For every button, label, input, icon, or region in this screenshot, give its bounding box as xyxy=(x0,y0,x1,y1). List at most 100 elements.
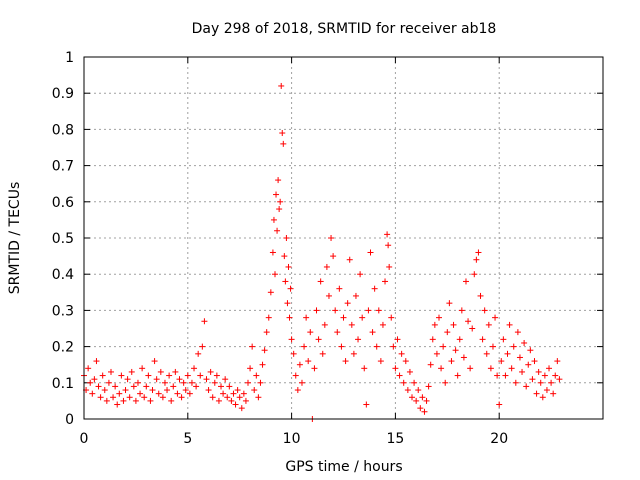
data-point xyxy=(197,372,204,379)
data-point xyxy=(249,343,256,350)
data-point xyxy=(193,383,200,390)
data-point xyxy=(155,390,162,397)
data-point xyxy=(531,358,538,365)
data-point xyxy=(406,368,413,375)
data-point xyxy=(265,314,272,321)
data-point xyxy=(292,372,299,379)
data-point xyxy=(523,383,530,390)
data-point xyxy=(284,300,291,307)
data-point xyxy=(504,350,511,357)
data-point xyxy=(147,397,154,404)
data-point xyxy=(271,271,278,278)
data-point xyxy=(506,321,513,328)
data-point xyxy=(130,383,137,390)
data-point xyxy=(409,394,416,401)
data-point xyxy=(384,231,391,238)
data-point xyxy=(423,397,430,404)
data-point xyxy=(134,379,141,386)
data-point xyxy=(344,300,351,307)
data-point xyxy=(369,329,376,336)
data-point xyxy=(442,379,449,386)
data-point xyxy=(396,372,403,379)
data-point xyxy=(281,253,288,260)
data-point xyxy=(269,249,276,256)
y-tick-label: 0.8 xyxy=(52,122,74,138)
data-point xyxy=(336,285,343,292)
data-point xyxy=(207,368,214,375)
data-point xyxy=(191,365,198,372)
data-point xyxy=(450,321,457,328)
data-point xyxy=(411,379,418,386)
data-point xyxy=(228,397,235,404)
data-point xyxy=(114,401,121,408)
data-point xyxy=(242,397,249,404)
data-point xyxy=(275,177,282,184)
data-point xyxy=(220,390,227,397)
tick-layer xyxy=(83,56,603,420)
data-point xyxy=(321,321,328,328)
data-point xyxy=(352,292,359,299)
data-point xyxy=(311,365,318,372)
data-point xyxy=(287,285,294,292)
data-point xyxy=(182,387,189,394)
data-point xyxy=(386,263,393,270)
data-point xyxy=(398,350,405,357)
data-point xyxy=(346,256,353,263)
data-point xyxy=(458,307,465,314)
data-point xyxy=(124,376,131,383)
data-point xyxy=(137,390,144,397)
data-point xyxy=(402,358,409,365)
data-point xyxy=(529,376,536,383)
data-point xyxy=(273,191,280,198)
data-point xyxy=(325,292,332,299)
data-point xyxy=(502,372,509,379)
data-point xyxy=(97,394,104,401)
data-point xyxy=(475,249,482,256)
data-point xyxy=(203,376,210,383)
data-point xyxy=(546,365,553,372)
data-point xyxy=(516,354,523,361)
data-point xyxy=(240,390,247,397)
data-point xyxy=(296,361,303,368)
x-tick-label: 20 xyxy=(490,431,508,447)
data-point xyxy=(290,350,297,357)
data-point xyxy=(294,387,301,394)
data-point xyxy=(485,321,492,328)
data-point xyxy=(103,397,110,404)
data-point xyxy=(417,405,424,412)
data-point xyxy=(224,394,231,401)
data-point xyxy=(498,358,505,365)
data-point xyxy=(379,321,386,328)
data-point xyxy=(317,278,324,285)
data-point xyxy=(274,227,281,234)
data-point xyxy=(151,358,158,365)
data-point xyxy=(168,397,175,404)
data-point xyxy=(394,336,401,343)
data-point xyxy=(444,329,451,336)
data-point xyxy=(226,383,233,390)
data-point xyxy=(415,387,422,394)
data-point xyxy=(298,379,305,386)
data-point xyxy=(307,329,314,336)
tick-labels: 00.10.20.30.40.50.60.70.80.910 5 10 15 20 xyxy=(52,50,508,447)
data-point xyxy=(251,387,258,394)
data-point xyxy=(120,397,127,404)
data-point xyxy=(448,358,455,365)
data-point xyxy=(112,383,119,390)
data-point xyxy=(446,300,453,307)
data-point xyxy=(363,401,370,408)
data-point xyxy=(400,379,407,386)
data-point xyxy=(176,376,183,383)
x-axis-label: GPS time / hours xyxy=(285,459,402,475)
data-point xyxy=(483,350,490,357)
data-point xyxy=(533,390,540,397)
data-point xyxy=(367,249,374,256)
data-point xyxy=(460,354,467,361)
data-point xyxy=(510,343,517,350)
data-point xyxy=(201,318,208,325)
data-point xyxy=(85,365,92,372)
data-point xyxy=(301,343,308,350)
data-point xyxy=(421,408,428,415)
data-point xyxy=(222,376,229,383)
data-point xyxy=(93,358,100,365)
